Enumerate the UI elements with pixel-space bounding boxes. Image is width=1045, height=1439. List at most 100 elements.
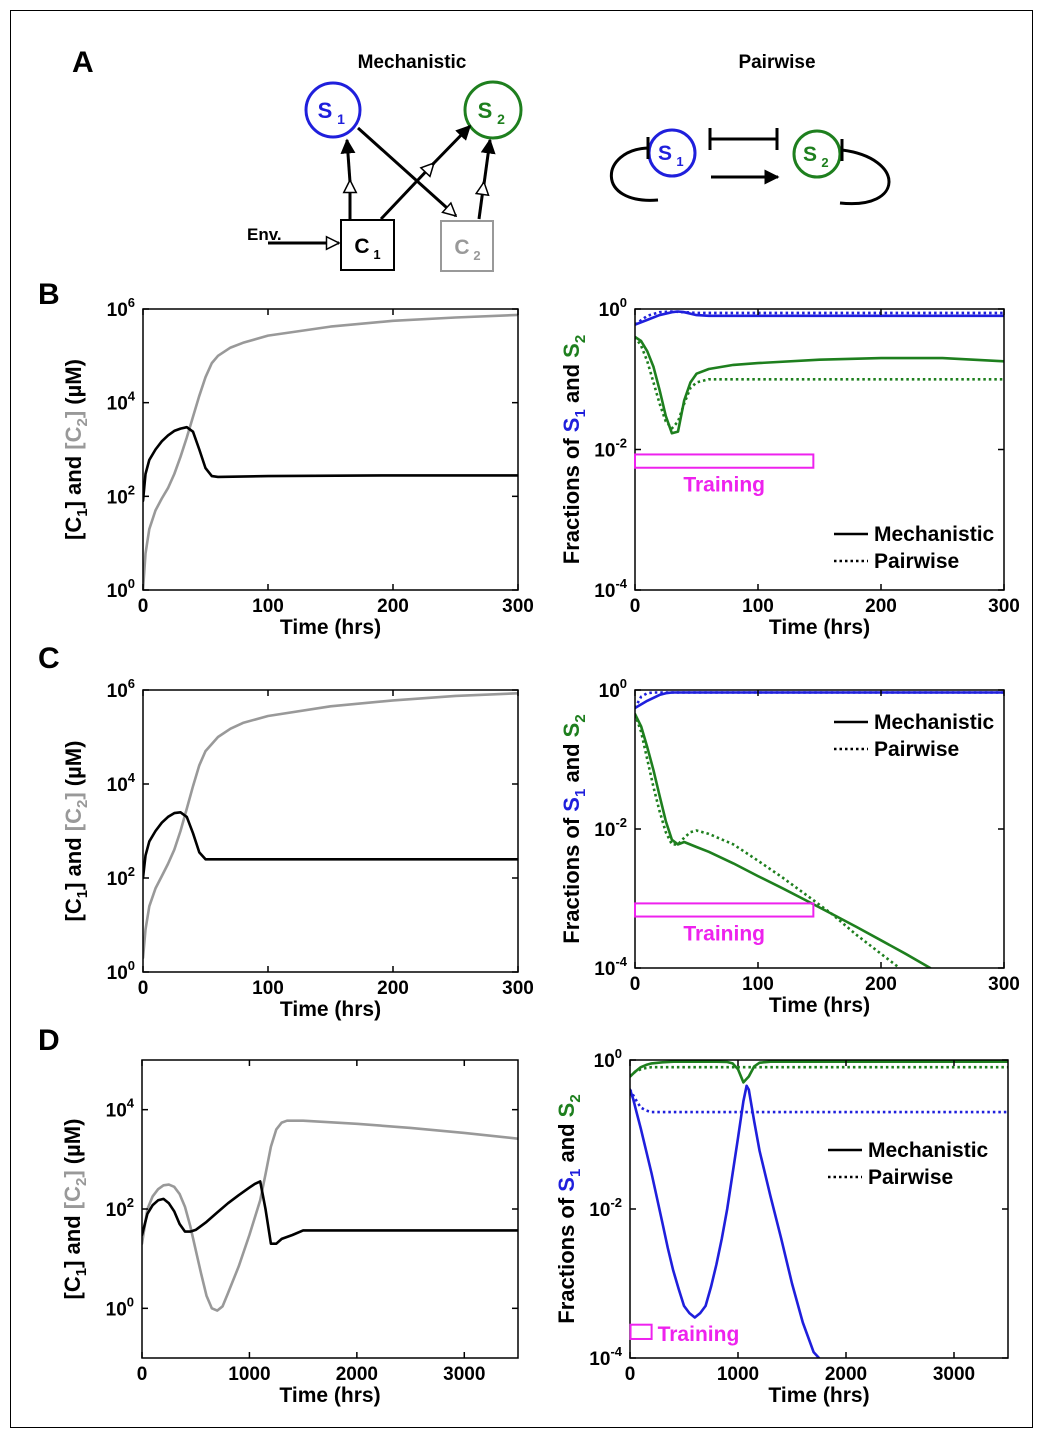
s2-self-loop — [839, 148, 891, 206]
c1-to-s1-fill — [340, 138, 356, 183]
y-tick-base: 10 — [107, 775, 128, 796]
y-label-subscript: 2 — [74, 800, 91, 808]
mech-c1-sub: 1 — [373, 247, 380, 262]
y-tick-label: 104 — [107, 389, 136, 415]
series-c2-solid-line — [143, 313, 518, 590]
y-tick-base: 10 — [594, 820, 615, 841]
y-label-part: [C — [60, 1276, 85, 1299]
series-s2-solid-line — [630, 1060, 1008, 1084]
y-label-part: S — [554, 1177, 579, 1192]
y-label-subscript: 1 — [572, 409, 589, 417]
legend-solid-label: Mechanistic — [868, 1139, 989, 1162]
y-tick-base: 10 — [107, 681, 128, 702]
x-tick-label: 0 — [138, 596, 149, 617]
x-tick-label: 2000 — [336, 1364, 378, 1385]
y-tick-label: 100 — [599, 295, 627, 321]
y-tick-label: 100 — [107, 576, 135, 602]
x-tick-label: 200 — [865, 596, 897, 617]
x-tick-label: 100 — [742, 596, 774, 617]
mech-s1-sub: 1 — [337, 111, 345, 127]
y-label-part: (µM) — [61, 359, 86, 411]
x-tick-label: 100 — [252, 978, 284, 999]
x-tick-label: 300 — [988, 596, 1020, 617]
mech-c1-box — [340, 219, 395, 271]
y-label-part: S — [559, 343, 584, 358]
y-tick-base: 10 — [594, 959, 615, 980]
y-tick-label: 10-4 — [594, 576, 627, 602]
c2-to-s2-open — [479, 182, 484, 220]
y-tick-label: 106 — [107, 295, 135, 321]
y-tick-base: 10 — [106, 1299, 127, 1320]
y-label-subscript: 1 — [74, 508, 91, 516]
panel-letter-b: B — [38, 278, 60, 311]
series-group — [635, 310, 1004, 435]
y-tick-exponent: 6 — [128, 676, 135, 691]
y-label-part: [C — [61, 898, 86, 921]
x-tick-label: 0 — [138, 978, 149, 999]
y-tick-label: 104 — [106, 1096, 135, 1122]
y-tick-exponent: -2 — [615, 436, 627, 451]
x-tick-label: 100 — [252, 596, 284, 617]
y-label-subscript: 2 — [572, 714, 589, 722]
legend-dotted-label: Pairwise — [868, 1166, 953, 1189]
x-tick-label: 100 — [742, 974, 774, 995]
y-label-part: [C — [60, 1186, 85, 1209]
series-c1-solid-line — [143, 425, 518, 503]
x-tick-label: 0 — [137, 1364, 148, 1385]
y-label-subscript: 2 — [74, 418, 91, 426]
y-tick-exponent: 4 — [128, 770, 136, 785]
series-s1-solid-line — [635, 691, 1004, 710]
pair-s2-label: S — [803, 143, 817, 166]
x-tick-label: 0 — [630, 974, 641, 995]
series-s2-dotted-line — [635, 336, 1004, 430]
series-s1-dotted-line — [635, 310, 1004, 326]
x-axis-label: Time (hrs) — [768, 1384, 869, 1407]
mech-c2-box — [440, 220, 494, 272]
x-tick-label: 1000 — [717, 1364, 759, 1385]
y-tick-base: 10 — [107, 300, 128, 321]
y-label-part: S — [559, 723, 584, 738]
y-label-part: ] — [61, 792, 86, 799]
y-label-subscript: 1 — [572, 789, 589, 797]
y-tick-base: 10 — [107, 963, 128, 984]
x-axis-label: Time (hrs) — [769, 994, 870, 1017]
pair-s2-node — [792, 129, 842, 179]
series-c2-solid-line — [142, 1119, 518, 1312]
y-label-part: Fractions of — [554, 1192, 579, 1324]
y-tick-exponent: -4 — [615, 576, 627, 591]
y-label-part: ] and — [60, 1209, 85, 1268]
y-label-subscript: 2 — [567, 1094, 584, 1102]
training-label: Training — [683, 923, 765, 946]
y-tick-base: 10 — [594, 581, 615, 602]
x-tick-label: 3000 — [933, 1364, 975, 1385]
series-group — [630, 1060, 1008, 1358]
y-tick-label: 104 — [107, 770, 136, 796]
s1-self-loop — [609, 146, 659, 202]
y-tick-base: 10 — [599, 300, 620, 321]
y-tick-label: 100 — [599, 676, 627, 702]
y-tick-label: 10-2 — [594, 436, 627, 462]
y-tick-base: 10 — [589, 1349, 610, 1370]
mech-s2-node — [463, 80, 523, 140]
training-box — [629, 1323, 653, 1340]
y-tick-exponent: 0 — [620, 295, 627, 310]
y-tick-base: 10 — [106, 1200, 127, 1221]
x-axis-label: Time (hrs) — [280, 998, 381, 1021]
y-label-subscript: 1 — [73, 1268, 90, 1276]
y-label-part: ] — [61, 411, 86, 418]
y-tick-exponent: -4 — [610, 1344, 622, 1359]
y-label-part: Fractions of — [559, 432, 584, 564]
y-tick-exponent: 2 — [128, 482, 135, 497]
c2-to-s2-fill — [480, 138, 496, 185]
pair-s2-sub: 2 — [821, 155, 828, 170]
x-tick-label: 1000 — [228, 1364, 270, 1385]
y-tick-base: 10 — [107, 869, 128, 890]
y-label-part: (µM) — [60, 1119, 85, 1171]
y-axis-label: Fractions of S1 and S2 — [559, 714, 589, 943]
x-axis-label: Time (hrs) — [280, 616, 381, 639]
y-axis-label: [C1] and [C2] (µM) — [60, 1119, 90, 1300]
